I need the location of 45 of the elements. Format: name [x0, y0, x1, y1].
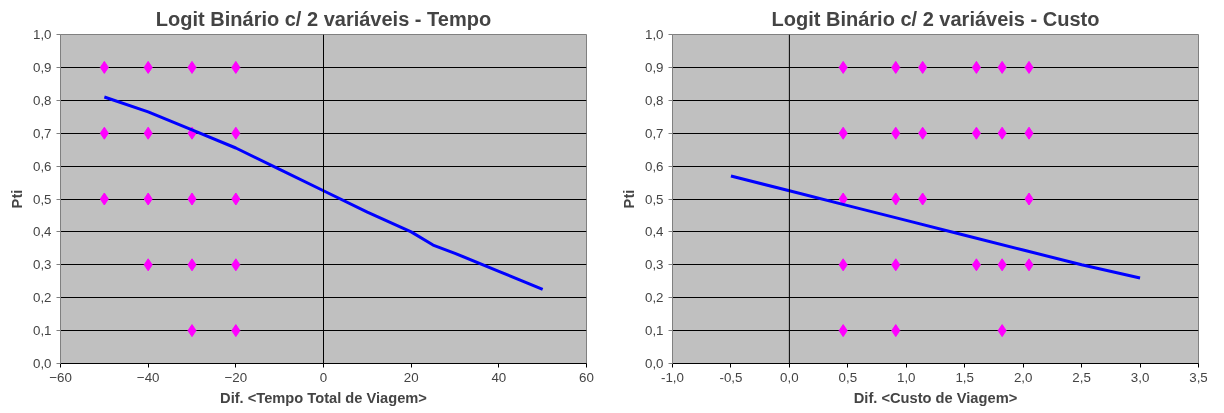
x-tick-label: 60: [579, 369, 594, 385]
y-tick-label: 0,4: [32, 224, 53, 240]
x-tick-label: 1,0: [897, 369, 916, 385]
x-tick-label: 2,0: [1013, 369, 1033, 385]
y-tick-label: 0,5: [32, 191, 52, 207]
y-tick-label: 0,9: [32, 59, 52, 75]
y-tick-label: 0,8: [644, 92, 664, 108]
chart-title: Logit Binário c/ 2 variáveis - Tempo: [155, 7, 492, 30]
chart-title: Logit Binário c/ 2 variáveis - Custo: [771, 7, 1100, 30]
x-tick-label: 3,5: [1189, 369, 1208, 385]
y-tick-label: 0,6: [644, 158, 664, 174]
y-tick-label: 0,3: [644, 257, 664, 273]
x-tick-label: 0: [319, 369, 328, 385]
y-tick-label: 0,1: [644, 323, 664, 339]
y-tick-label: 0,2: [644, 290, 664, 306]
y-tick-label: 0,2: [32, 290, 52, 306]
x-tick-label: 2,5: [1072, 369, 1091, 385]
y-tick-label: 0,0: [644, 356, 664, 371]
y-tick-label: 0,5: [644, 191, 664, 207]
x-axis-title: Dif. <Custo de Viagem>: [853, 389, 1018, 406]
x-tick-label: 0,5: [838, 369, 858, 385]
y-tick-label: 0,3: [32, 257, 52, 273]
y-tick-label: 0,6: [32, 158, 52, 174]
x-tick-label: 0,0: [780, 369, 799, 385]
y-tick-label: 1,0: [32, 27, 52, 42]
y-tick-label: 0,7: [32, 125, 52, 141]
y-tick-label: 0,7: [644, 125, 664, 141]
x-tick-label: 3,0: [1130, 369, 1150, 385]
y-tick-label: 0,9: [644, 59, 664, 75]
y-axis-title: Pti: [620, 189, 637, 209]
y-tick-label: 0,4: [644, 224, 665, 240]
x-tick-label: 20: [403, 369, 419, 385]
x-tick-label: -1,0: [661, 369, 684, 385]
x-tick-label: -0,5: [719, 369, 743, 385]
x-tick-label: −40: [136, 369, 160, 385]
y-tick-label: 0,8: [32, 92, 52, 108]
x-tick-label: 1,5: [955, 369, 974, 385]
x-tick-label: 40: [491, 369, 507, 385]
y-tick-label: 0,1: [32, 323, 52, 339]
x-tick-label: −60: [49, 369, 72, 385]
y-axis-title: Pti: [8, 189, 25, 209]
x-axis-title: Dif. <Tempo Total de Viagem>: [220, 389, 427, 406]
x-tick-label: −20: [224, 369, 248, 385]
y-tick-label: 0,0: [32, 356, 52, 371]
y-tick-label: 1,0: [644, 27, 664, 42]
